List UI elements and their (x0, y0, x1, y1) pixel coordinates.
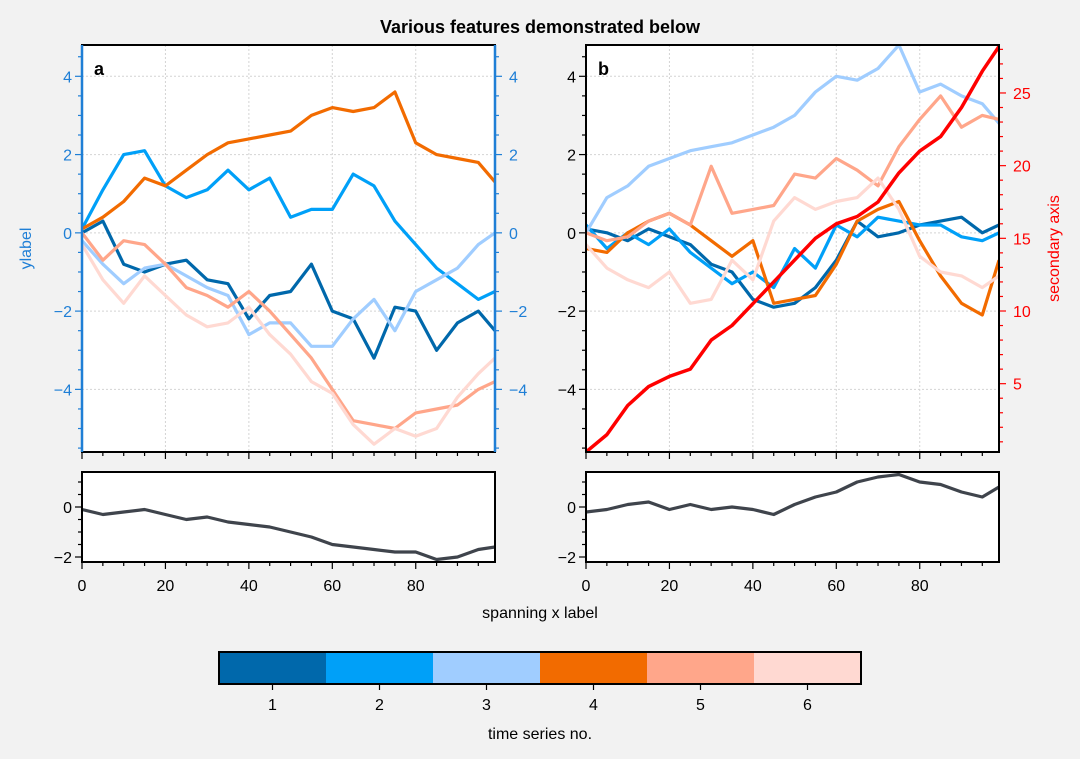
x-tick-label: 80 (407, 578, 425, 595)
series-line-1 (586, 215, 999, 309)
plot-area-b-bottom (586, 472, 999, 562)
y-tick-label: 4 (63, 69, 72, 86)
secondary-axis-label: secondary axis (1046, 195, 1063, 302)
series-group (82, 507, 495, 562)
secondary-series-line (586, 45, 999, 452)
colorbar: 1 2 3 4 5 6 (218, 651, 862, 714)
series-line-5 (82, 231, 495, 431)
colorbar-tick-label: 5 (696, 697, 705, 714)
y-tick-label: −2 (558, 550, 576, 567)
secondary-tick-label: 15 (1013, 231, 1031, 248)
y-axis-label: ylabel (18, 228, 35, 270)
x-tick-label: 60 (323, 578, 341, 595)
plot-area-a-bottom (82, 472, 495, 562)
axes-frame (585, 44, 1000, 453)
y-tick-label: 0 (63, 226, 72, 243)
series-line-1 (82, 507, 495, 562)
series-line-2 (586, 215, 999, 290)
y-tick-label: −4 (558, 382, 576, 399)
y-tick-label-right: 0 (509, 226, 518, 243)
series-line-3 (586, 45, 999, 234)
colorbar-segment-6 (754, 652, 862, 684)
panels: −4 −4−2 −20 02 24 4aylabel510152025secondary … (18, 44, 1063, 595)
panel-b: 5 10 15 20 25 secondary axis −4 −2 0 2 4 b (558, 44, 1063, 459)
colorbar-tick-label: 2 (375, 697, 384, 714)
y-tick-label: 2 (567, 148, 576, 165)
colorbar-frame (218, 651, 862, 685)
series-line-2 (82, 149, 495, 301)
series-line-6 (82, 243, 495, 446)
panel-label-b: b (598, 59, 609, 79)
y-tick-label: 4 (567, 69, 576, 86)
series-line-4 (82, 90, 495, 231)
colorbar-tick-label: 3 (482, 697, 491, 714)
colorbar-segment-2 (326, 652, 434, 684)
panel-b-bottom: −2 0 0 20 40 60 80 (558, 471, 1000, 595)
x-tick-label: 40 (744, 578, 762, 595)
panel-a-bottom: −2 0 0 20 40 60 80 (54, 471, 496, 595)
axes-frame (585, 471, 1000, 563)
secondary-tick-label: 25 (1013, 86, 1031, 103)
colorbar-segment-4 (540, 652, 648, 684)
x-tick-label: 80 (911, 578, 929, 595)
secondary-tick-label: 5 (1013, 377, 1022, 394)
secondary-tick-label: 20 (1013, 159, 1031, 176)
axes-frame (81, 471, 496, 563)
series-group (82, 90, 495, 446)
y-tick-label-right: −4 (509, 382, 527, 399)
x-tick-label: 0 (582, 578, 591, 595)
y-tick-label: −4 (54, 382, 72, 399)
y-tick-label: −2 (54, 550, 72, 567)
x-tick-label: 0 (78, 578, 87, 595)
y-tick-label: 0 (63, 500, 72, 517)
y-tick-label: −2 (558, 304, 576, 321)
colorbar-segment-3 (433, 652, 541, 684)
series-line-5 (586, 94, 999, 243)
x-tick-label: 40 (240, 578, 258, 595)
series-line-6 (586, 176, 999, 305)
colorbar-label: time series no. (488, 726, 592, 743)
series-line-3 (82, 231, 495, 348)
figure-title: Various features demonstrated below (380, 17, 701, 37)
colorbar-tick-label: 6 (803, 697, 812, 714)
y-tick-label: −2 (54, 304, 72, 321)
y-tick-label-right: −2 (509, 304, 527, 321)
colorbar-tick-label: 4 (589, 697, 598, 714)
colorbar-segment-1 (219, 652, 327, 684)
x-tick-label: 20 (157, 578, 175, 595)
secondary-tick-label: 10 (1013, 304, 1031, 321)
colorbar-segment-5 (647, 652, 755, 684)
plot-area-b (586, 45, 999, 452)
series-line-1 (586, 472, 999, 517)
y-tick-label-right: 4 (509, 69, 518, 86)
plot-area-a (82, 45, 495, 452)
series-line-1 (82, 219, 495, 360)
y-tick-label: 2 (63, 148, 72, 165)
colorbar-tick-label: 1 (268, 697, 277, 714)
series-group (586, 472, 999, 517)
shared-x-label: spanning x label (482, 605, 598, 622)
y-tick-label: 0 (567, 226, 576, 243)
x-tick-label: 20 (661, 578, 679, 595)
y-tick-label-right: 2 (509, 148, 518, 165)
series-group (586, 45, 999, 452)
y-tick-label: 0 (567, 500, 576, 517)
panel-label-a: a (94, 59, 105, 79)
x-tick-label: 60 (827, 578, 845, 595)
panel-a: −4 −4 −2 −2 0 0 2 2 4 4 a ylabel (18, 44, 527, 459)
